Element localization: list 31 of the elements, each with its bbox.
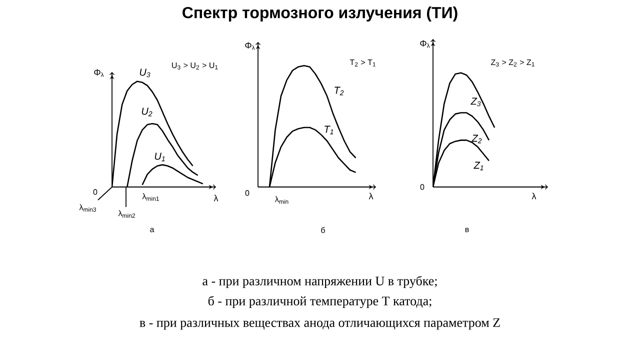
series-label: Z$_{2}$ (472, 134, 482, 144)
series-label: U$_{1}$ (154, 152, 165, 162)
text: б (321, 227, 325, 233)
text: Z$_{3}$ > Z$_{2}$ > Z$_{1}$ (491, 60, 534, 67)
text: λ$_{min1}$ (142, 193, 159, 201)
text: λ$_{min}$ (274, 196, 288, 204)
text: б - при различной температуре T катода; (208, 296, 432, 308)
series-label: T$_{2}$ (334, 86, 344, 96)
text: в (465, 228, 469, 232)
text: а - при различном напряжении U в трубке; (202, 276, 437, 288)
text: λ$_{min3}$ (79, 204, 96, 212)
text: а (150, 228, 154, 232)
series-label: T$_{1}$ (324, 126, 334, 134)
x-axis-title: λ (532, 192, 536, 200)
text: U$_{3}$ > U$_{2}$ > U$_{1}$ (172, 62, 218, 70)
y-axis-title: Φ$_{λ}$ (94, 69, 104, 77)
y-axis-title: Φ$_{λ}$ (420, 40, 430, 48)
text: 0 (245, 190, 250, 196)
x-axis-title: λ (214, 194, 218, 202)
annotation: T$_{2}$ > T$_{1}$ (350, 60, 376, 66)
series-label: Z$_{1}$ (474, 162, 484, 170)
series-label: U$_{3}$ (140, 68, 150, 78)
text: 0 (420, 184, 424, 190)
text: в - при различных веществах анода отличающихся параметром Z (140, 318, 500, 330)
y-axis-title: Φ$_{λ}$ (245, 42, 255, 50)
text: 0 (93, 189, 98, 195)
text: Спектр тормозного излучения (ТИ) (182, 6, 458, 22)
x-axis-title: λ (368, 192, 374, 200)
series-label: U$_{2}$ (142, 108, 152, 116)
text: λ$_{min2}$ (118, 210, 135, 218)
series-label: Z$_{3}$ (470, 98, 481, 106)
